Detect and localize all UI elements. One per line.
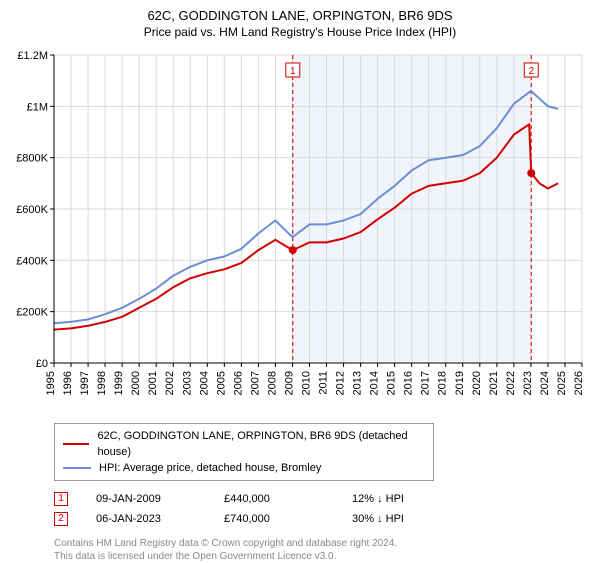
chart-subtitle: Price paid vs. HM Land Registry's House … bbox=[10, 25, 590, 39]
svg-text:2015: 2015 bbox=[386, 371, 398, 395]
marker-table: 1 09-JAN-2009 £440,000 12% ↓ HPI 2 06-JA… bbox=[54, 489, 590, 529]
svg-text:2012: 2012 bbox=[335, 371, 347, 395]
line-chart: £0 £200K £400K £600K £800K £1M £1.2M 1995 1996 19… bbox=[10, 45, 590, 415]
svg-text:2009: 2009 bbox=[283, 371, 295, 395]
svg-text:2013: 2013 bbox=[352, 371, 364, 395]
svg-text:1999: 1999 bbox=[113, 371, 125, 395]
svg-text:£200K: £200K bbox=[16, 307, 48, 319]
svg-text:2024: 2024 bbox=[539, 371, 551, 395]
svg-text:2014: 2014 bbox=[369, 371, 381, 395]
attribution-line: Contains HM Land Registry data © Crown c… bbox=[54, 537, 590, 550]
svg-text:2016: 2016 bbox=[403, 371, 415, 395]
marker-date: 06-JAN-2023 bbox=[96, 509, 196, 529]
svg-text:2001: 2001 bbox=[147, 371, 159, 395]
svg-text:2019: 2019 bbox=[454, 371, 466, 395]
marker-row: 1 09-JAN-2009 £440,000 12% ↓ HPI bbox=[54, 489, 590, 509]
svg-text:2017: 2017 bbox=[420, 371, 432, 395]
svg-text:2007: 2007 bbox=[249, 371, 261, 395]
svg-text:2018: 2018 bbox=[437, 371, 449, 395]
svg-text:£1.2M: £1.2M bbox=[17, 50, 48, 62]
chart-container: 62C, GODDINGTON LANE, ORPINGTON, BR6 9DS… bbox=[0, 0, 600, 560]
marker-row: 2 06-JAN-2023 £740,000 30% ↓ HPI bbox=[54, 509, 590, 529]
svg-text:2006: 2006 bbox=[232, 371, 244, 395]
legend-swatch bbox=[63, 443, 89, 445]
svg-text:2020: 2020 bbox=[471, 371, 483, 395]
chart-title: 62C, GODDINGTON LANE, ORPINGTON, BR6 9DS bbox=[10, 8, 590, 23]
svg-text:£400K: £400K bbox=[16, 255, 48, 267]
legend-label: 62C, GODDINGTON LANE, ORPINGTON, BR6 9DS… bbox=[97, 428, 425, 460]
svg-text:2004: 2004 bbox=[198, 371, 210, 395]
attribution: Contains HM Land Registry data © Crown c… bbox=[54, 537, 590, 563]
legend: 62C, GODDINGTON LANE, ORPINGTON, BR6 9DS… bbox=[54, 423, 434, 481]
chart-area: £0 £200K £400K £600K £800K £1M £1.2M 1995 1996 19… bbox=[10, 45, 590, 415]
svg-text:2000: 2000 bbox=[130, 371, 142, 395]
svg-text:2025: 2025 bbox=[556, 371, 568, 395]
svg-text:2005: 2005 bbox=[215, 371, 227, 395]
svg-text:2003: 2003 bbox=[181, 371, 193, 395]
svg-text:1998: 1998 bbox=[96, 371, 108, 395]
svg-text:£800K: £800K bbox=[16, 153, 48, 165]
marker-badge: 2 bbox=[54, 512, 68, 526]
svg-text:2: 2 bbox=[528, 66, 534, 77]
legend-item: 62C, GODDINGTON LANE, ORPINGTON, BR6 9DS… bbox=[63, 428, 425, 460]
marker-date: 09-JAN-2009 bbox=[96, 489, 196, 509]
svg-text:£600K: £600K bbox=[16, 204, 48, 216]
svg-text:2002: 2002 bbox=[164, 371, 176, 395]
legend-swatch bbox=[63, 467, 91, 469]
attribution-line: This data is licensed under the Open Gov… bbox=[54, 550, 590, 563]
svg-text:£0: £0 bbox=[36, 358, 48, 370]
svg-text:1995: 1995 bbox=[45, 371, 57, 395]
marker-delta: 30% ↓ HPI bbox=[352, 509, 452, 529]
legend-label: HPI: Average price, detached house, Brom… bbox=[99, 460, 321, 476]
svg-text:2021: 2021 bbox=[488, 371, 500, 395]
svg-text:£1M: £1M bbox=[27, 101, 48, 113]
marker-price: £440,000 bbox=[224, 489, 324, 509]
svg-text:2011: 2011 bbox=[318, 371, 330, 395]
legend-item: HPI: Average price, detached house, Brom… bbox=[63, 460, 425, 476]
svg-text:2023: 2023 bbox=[522, 371, 534, 395]
marker-price: £740,000 bbox=[224, 509, 324, 529]
svg-text:1997: 1997 bbox=[79, 371, 91, 395]
marker-badge: 1 bbox=[54, 492, 68, 506]
svg-text:2026: 2026 bbox=[573, 371, 585, 395]
svg-text:2022: 2022 bbox=[505, 371, 517, 395]
svg-text:2010: 2010 bbox=[300, 371, 312, 395]
svg-text:1: 1 bbox=[290, 66, 296, 77]
svg-text:2008: 2008 bbox=[266, 371, 278, 395]
svg-text:1996: 1996 bbox=[62, 371, 74, 395]
marker-delta: 12% ↓ HPI bbox=[352, 489, 452, 509]
